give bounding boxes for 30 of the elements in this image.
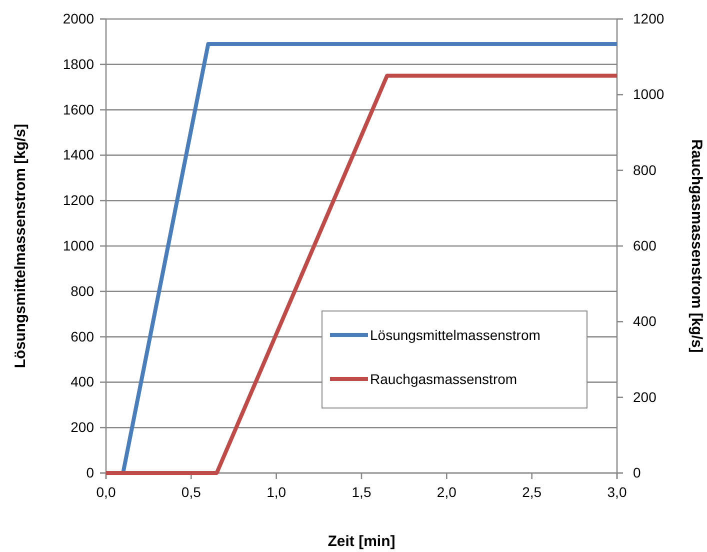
y-tick-label: 2000 — [62, 10, 94, 26]
x-axis-title: Zeit [min] — [328, 533, 396, 550]
x-tick-label: 1,5 — [352, 484, 372, 500]
y-tick-label: 200 — [70, 419, 94, 436]
y-tick-label: 1800 — [62, 56, 94, 72]
x-tick-label: 1,0 — [266, 484, 286, 500]
y-tick-label: 0 — [86, 464, 94, 480]
y2-tick-label: 800 — [633, 162, 657, 178]
y2-tick-label: 200 — [633, 388, 657, 405]
y2-tick-label: 600 — [633, 237, 657, 254]
y-tick-label: 1200 — [62, 192, 94, 208]
legend-label: Rauchgasmassenstrom — [370, 371, 518, 387]
y-tick-label: 1000 — [62, 237, 94, 254]
y-tick-label: 400 — [70, 374, 94, 390]
x-tick-label: 2,5 — [522, 484, 542, 500]
y-tick-label: 1600 — [62, 101, 94, 118]
y-tick-label: 600 — [70, 328, 94, 344]
y-tick-label: 800 — [70, 282, 94, 299]
y-tick-label: 1400 — [62, 146, 94, 163]
x-tick-label: 0,5 — [181, 484, 202, 500]
y-axis-title: Lösungsmittelmassenstrom [kg/s] — [12, 124, 29, 368]
y2-tick-label: 1200 — [633, 10, 664, 26]
y2-axis-title: Rauchgasmassenstrom [kg/s] — [688, 139, 705, 353]
y2-tick-label: 1000 — [633, 86, 664, 102]
x-tick-label: 0,0 — [96, 484, 116, 500]
x-tick-label: 2,0 — [436, 484, 457, 500]
legend-label: Lösungsmittelmassenstrom — [370, 327, 540, 343]
x-tick-label: 3,0 — [607, 484, 627, 500]
y2-tick-label: 0 — [633, 464, 641, 480]
y2-tick-label: 400 — [633, 313, 657, 330]
